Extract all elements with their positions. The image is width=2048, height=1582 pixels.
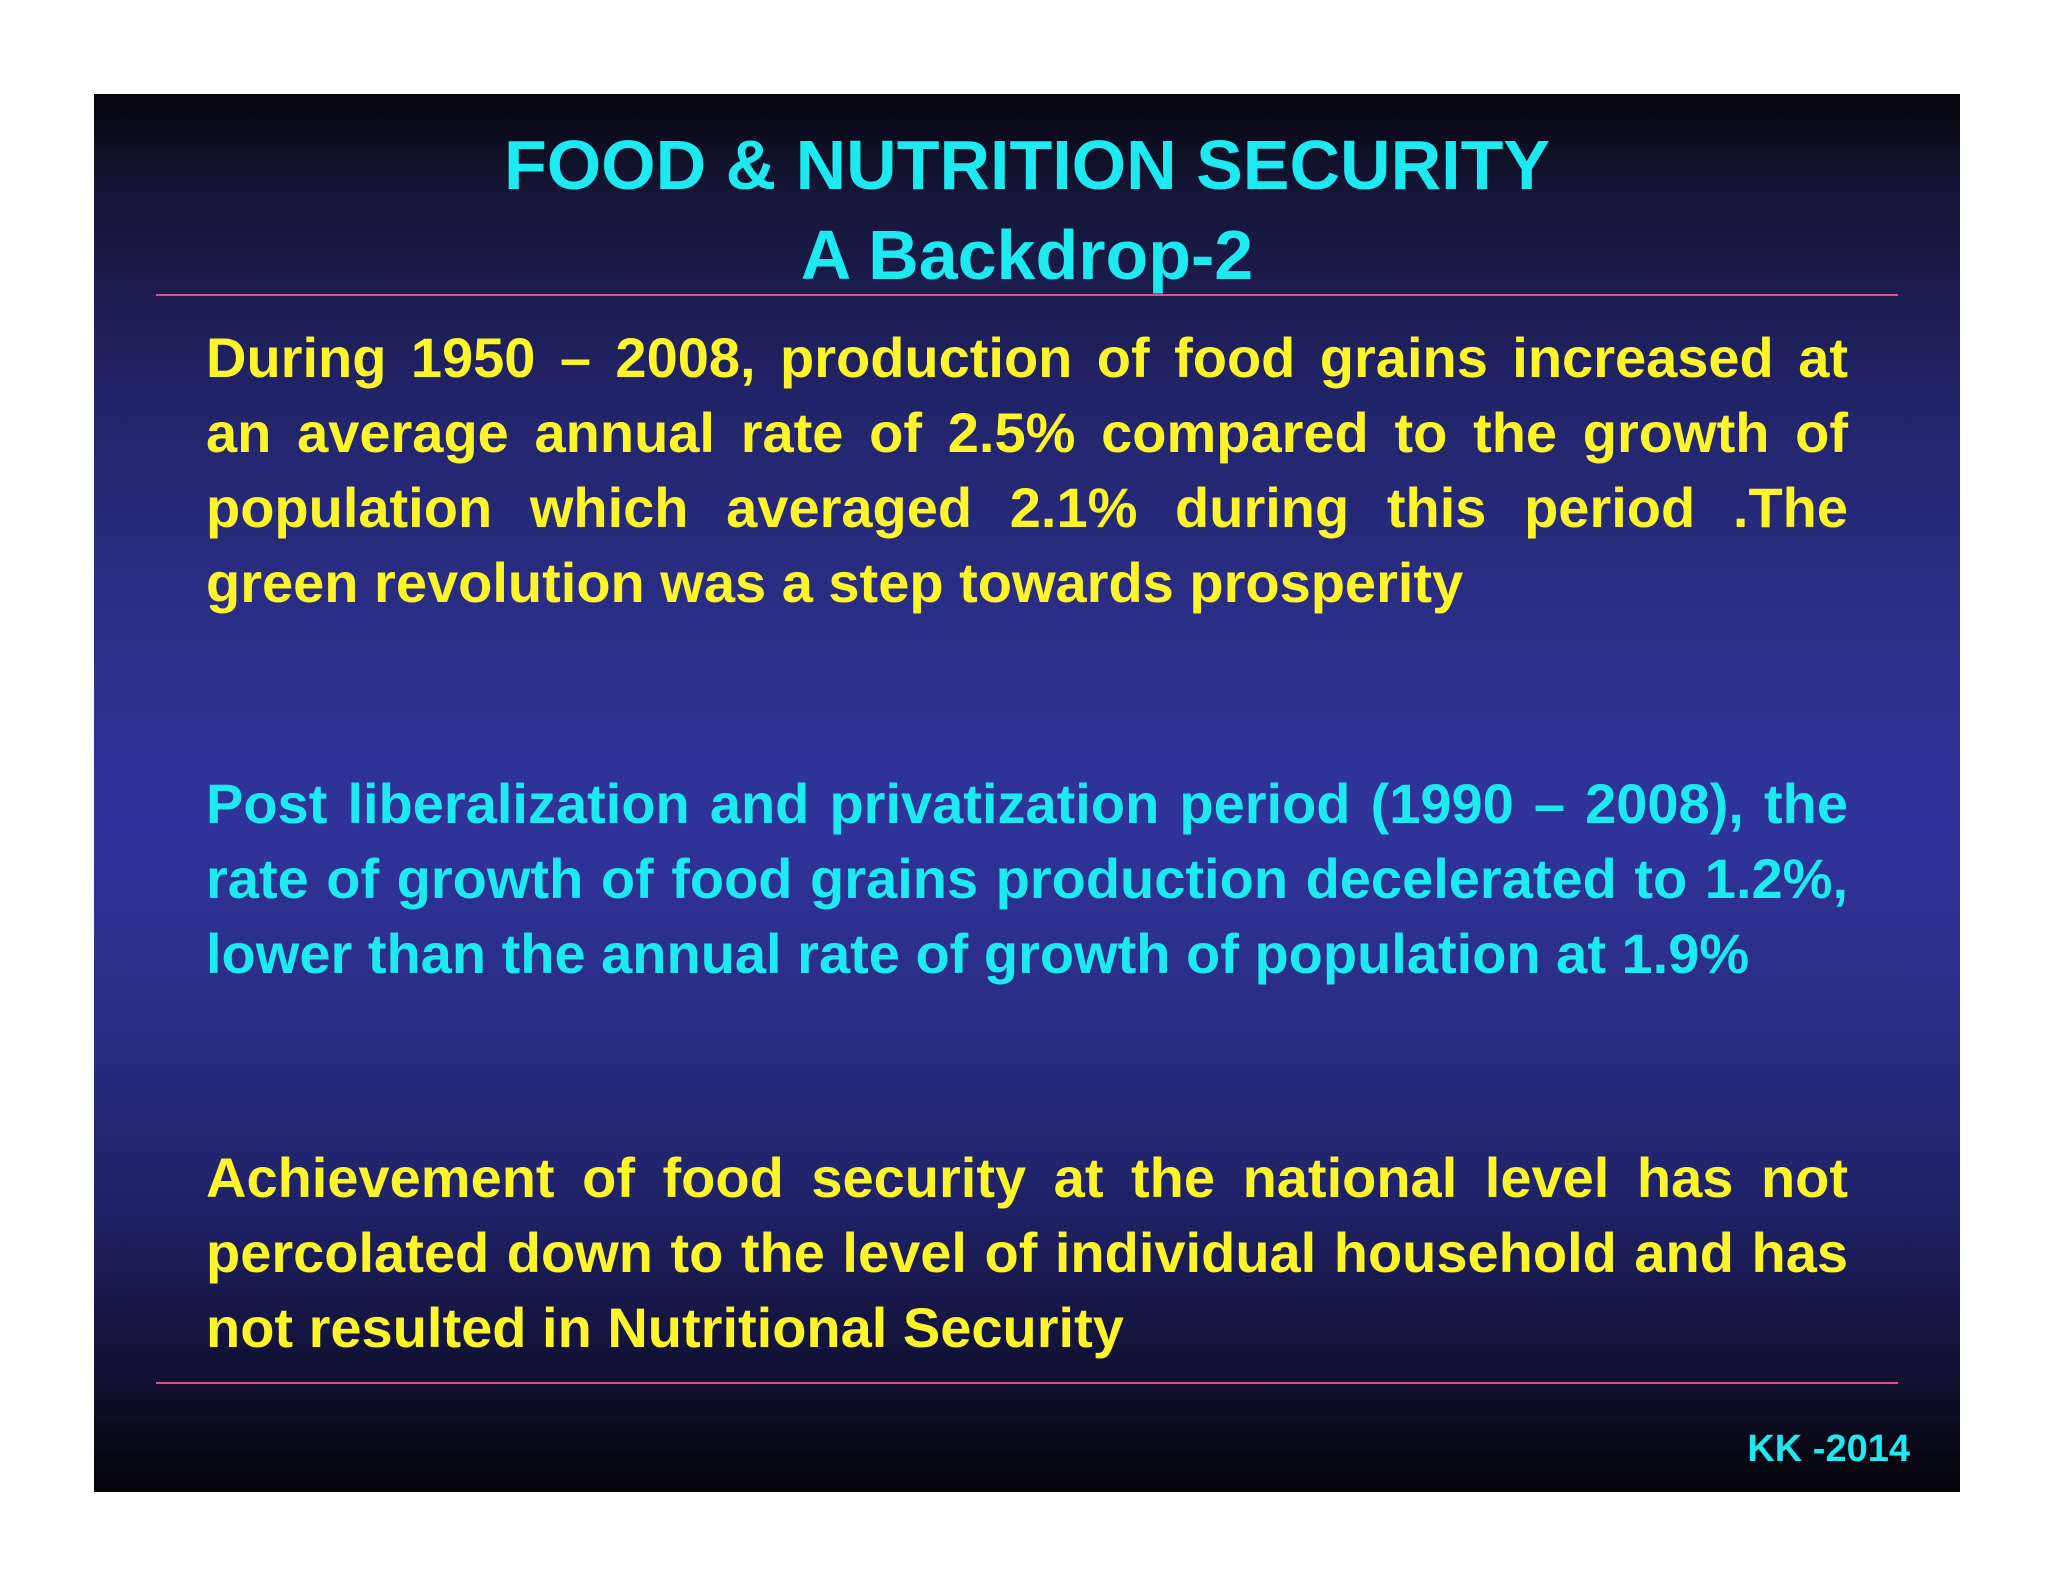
paragraph-production-growth: During 1950 – 2008, production of food g…: [206, 326, 1848, 614]
slide: FOOD & NUTRITION SECURITY A Backdrop-2 D…: [94, 94, 1960, 1492]
slide-subtitle: A Backdrop-2: [800, 216, 1254, 294]
bottom-divider: [156, 1382, 1898, 1384]
footer-credit: KK -2014: [1747, 1428, 1910, 1470]
paragraph-post-liberalization: Post liberalization and privatization pe…: [206, 772, 1848, 985]
slide-title: FOOD & NUTRITION SECURITY: [503, 126, 1551, 204]
top-divider: [156, 294, 1898, 296]
paragraph-food-security: Achievement of food security at the nati…: [206, 1146, 1848, 1359]
